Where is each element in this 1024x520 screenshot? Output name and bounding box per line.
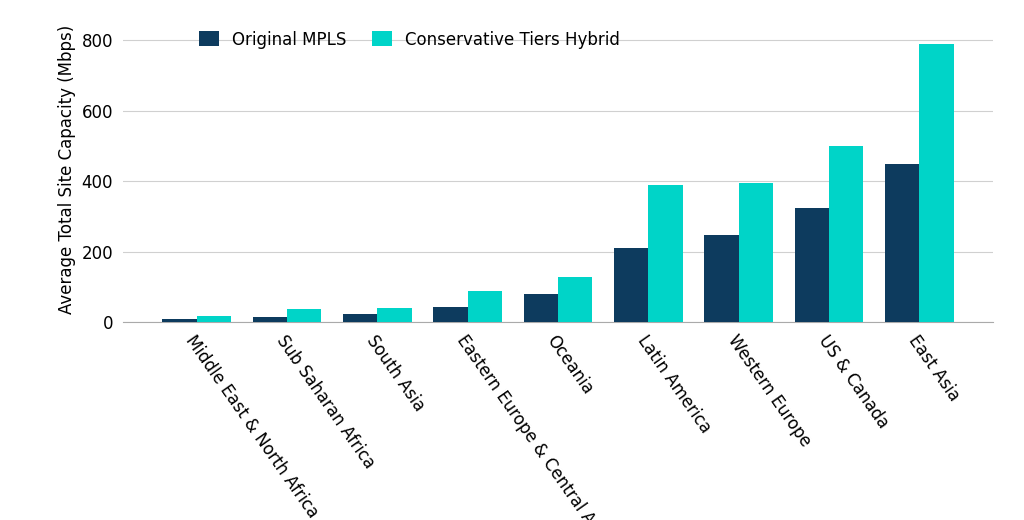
Bar [523, 294, 558, 322]
Bar [795, 208, 829, 322]
Bar [614, 249, 648, 322]
Bar [738, 183, 773, 322]
Bar [433, 306, 468, 322]
Y-axis label: Average Total Site Capacity (Mbps): Average Total Site Capacity (Mbps) [58, 24, 76, 314]
Bar [558, 277, 593, 322]
Bar [885, 164, 920, 322]
Bar [253, 317, 287, 322]
Bar [287, 309, 322, 322]
Bar [343, 314, 378, 322]
Bar [468, 291, 502, 322]
Bar [197, 316, 231, 322]
Bar [920, 44, 953, 322]
Bar [705, 235, 738, 322]
Bar [163, 319, 197, 322]
Bar [829, 146, 863, 322]
Bar [378, 308, 412, 322]
Legend: Original MPLS, Conservative Tiers Hybrid: Original MPLS, Conservative Tiers Hybrid [193, 24, 627, 55]
Bar [648, 185, 683, 322]
